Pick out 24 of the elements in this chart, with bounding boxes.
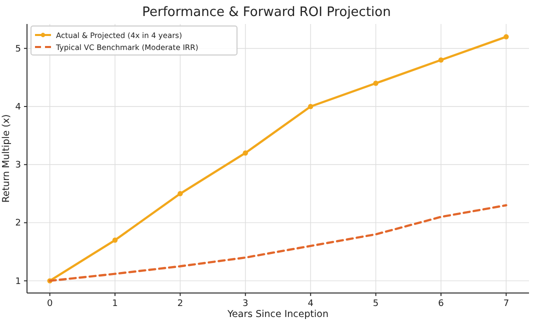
x-tick-label: 4 (308, 299, 314, 309)
y-tick-label: 1 (15, 276, 21, 287)
x-tick-label: 5 (372, 299, 379, 309)
y-axis-title: Return Multiple (x) (1, 114, 12, 203)
x-tick-label: 0 (46, 299, 53, 309)
x-tick-label: 7 (503, 299, 510, 309)
y-tick-label: 5 (15, 44, 21, 54)
x-axis-title: Years Since Inception (226, 309, 328, 320)
line-series (48, 204, 508, 282)
point (438, 57, 444, 63)
point (178, 191, 183, 196)
chart-title: Performance & Forward ROI Projection (142, 5, 391, 20)
x-tick-label: 1 (112, 299, 118, 309)
point (373, 80, 378, 86)
x-tick-label: 6 (438, 299, 444, 309)
point (242, 150, 248, 156)
x-tick-label: 2 (177, 299, 184, 309)
x-tick-label: 3 (242, 299, 248, 309)
y-tick-label: 4 (15, 102, 22, 112)
point (308, 104, 314, 110)
point (112, 238, 118, 243)
point (504, 34, 509, 40)
y-tick-label: 3 (15, 160, 21, 171)
y-tick-label: 2 (15, 218, 21, 229)
